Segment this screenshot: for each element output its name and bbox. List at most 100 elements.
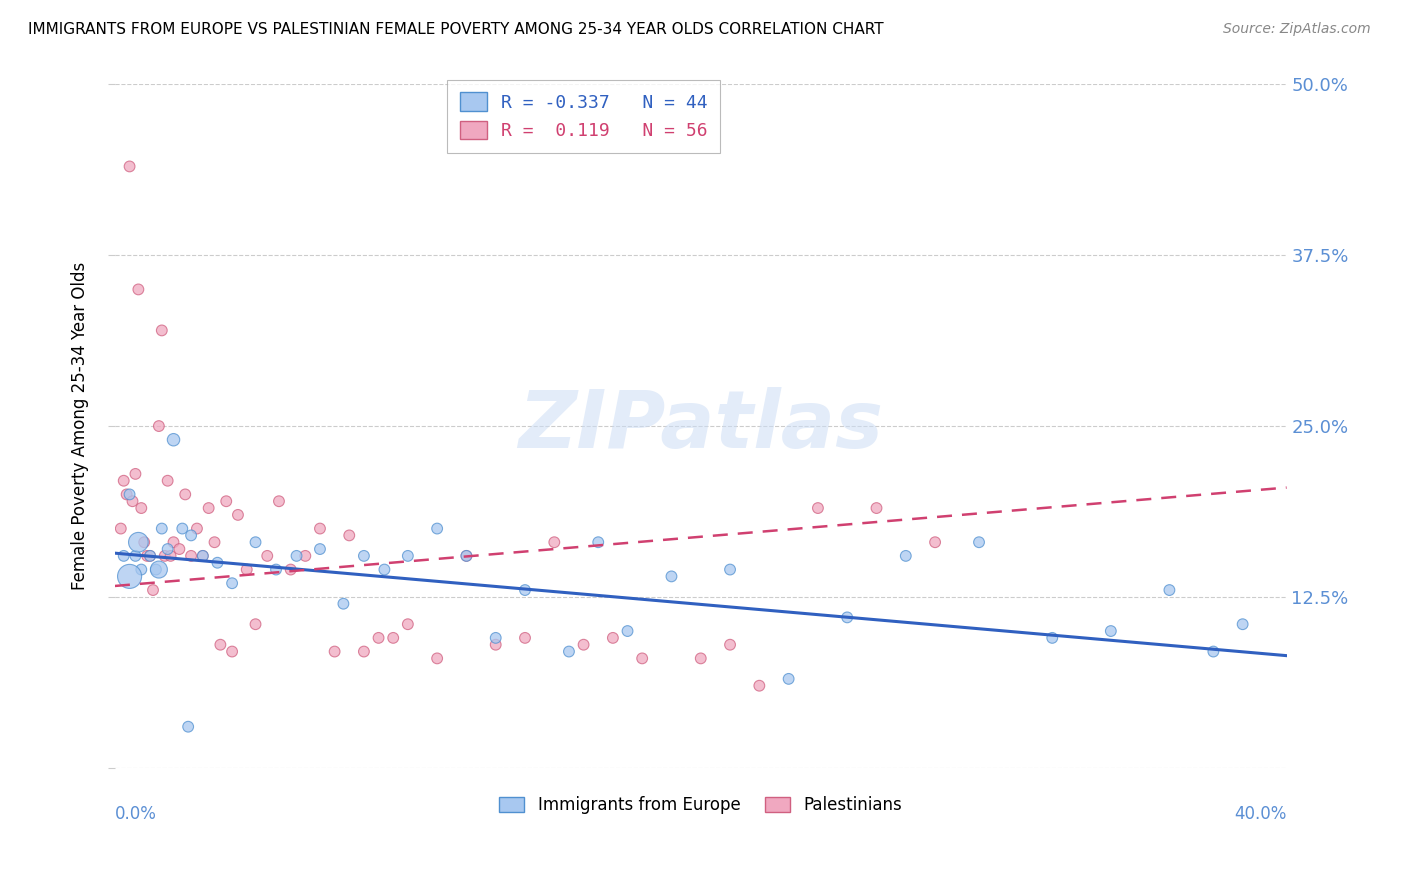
Point [616, 624, 638, 638]
Point [235, 563, 257, 577]
Point [285, 549, 308, 563]
Point [485, 631, 508, 645]
Text: 40.0%: 40.0% [1234, 805, 1286, 823]
Point [134, 535, 156, 549]
Point [129, 563, 152, 577]
Point [558, 644, 581, 658]
Point [689, 651, 711, 665]
Point [807, 501, 830, 516]
Text: IMMIGRANTS FROM EUROPE VS PALESTINIAN FEMALE POVERTY AMONG 25-34 YEAR OLDS CORRE: IMMIGRANTS FROM EUROPE VS PALESTINIAN FE… [28, 22, 884, 37]
Point [280, 563, 302, 577]
Point [309, 542, 332, 557]
Text: 0.0%: 0.0% [115, 805, 157, 823]
Point [661, 569, 683, 583]
Point [142, 582, 165, 597]
Point [513, 582, 536, 597]
Point [245, 535, 267, 549]
Point [426, 522, 449, 536]
Text: ZIPatlas: ZIPatlas [519, 387, 883, 465]
Point [226, 508, 249, 522]
Point [748, 679, 770, 693]
Point [256, 549, 278, 563]
Point [197, 501, 219, 516]
Point [264, 563, 287, 577]
Point [177, 720, 200, 734]
Point [1159, 582, 1181, 597]
Point [112, 549, 135, 563]
Point [513, 631, 536, 645]
Point [267, 494, 290, 508]
Point [112, 474, 135, 488]
Point [337, 528, 360, 542]
Point [631, 651, 654, 665]
Point [718, 563, 741, 577]
Point [602, 631, 624, 645]
Point [180, 549, 202, 563]
Point [353, 549, 375, 563]
Point [118, 160, 141, 174]
Point [153, 549, 176, 563]
Point [139, 549, 162, 563]
Point [191, 549, 214, 563]
Point [209, 638, 232, 652]
Point [172, 522, 194, 536]
Point [572, 638, 595, 652]
Point [186, 522, 208, 536]
Point [967, 535, 990, 549]
Point [204, 535, 226, 549]
Y-axis label: Female Poverty Among 25-34 Year Olds: Female Poverty Among 25-34 Year Olds [72, 262, 89, 591]
Point [207, 556, 229, 570]
Point [456, 549, 478, 563]
Point [127, 282, 149, 296]
Point [169, 542, 191, 557]
Point [367, 631, 389, 645]
Point [124, 467, 146, 481]
Point [373, 563, 395, 577]
Point [221, 576, 243, 591]
Point [1040, 631, 1063, 645]
Point [156, 474, 179, 488]
Point [174, 487, 197, 501]
Point [156, 542, 179, 557]
Point [129, 501, 152, 516]
Point [148, 563, 170, 577]
Point [543, 535, 565, 549]
Point [159, 549, 181, 563]
Point [150, 323, 173, 337]
Point [110, 522, 132, 536]
Point [485, 638, 508, 652]
Point [924, 535, 946, 549]
Point [150, 522, 173, 536]
Point [426, 651, 449, 665]
Point [894, 549, 917, 563]
Point [718, 638, 741, 652]
Point [865, 501, 887, 516]
Point [1232, 617, 1254, 632]
Point [353, 644, 375, 658]
Point [215, 494, 238, 508]
Point [162, 535, 184, 549]
Point [382, 631, 405, 645]
Point [121, 494, 143, 508]
Point [180, 528, 202, 542]
Point [294, 549, 316, 563]
Point [145, 563, 167, 577]
Point [127, 535, 149, 549]
Point [837, 610, 859, 624]
Point [323, 644, 346, 658]
Point [1202, 644, 1225, 658]
Point [118, 487, 141, 501]
Point [136, 549, 159, 563]
Point [309, 522, 332, 536]
Text: Source: ZipAtlas.com: Source: ZipAtlas.com [1223, 22, 1371, 37]
Point [332, 597, 354, 611]
Point [162, 433, 184, 447]
Point [191, 549, 214, 563]
Point [456, 549, 478, 563]
Point [118, 569, 141, 583]
Point [1099, 624, 1122, 638]
Point [124, 549, 146, 563]
Point [396, 617, 419, 632]
Point [396, 549, 419, 563]
Point [221, 644, 243, 658]
